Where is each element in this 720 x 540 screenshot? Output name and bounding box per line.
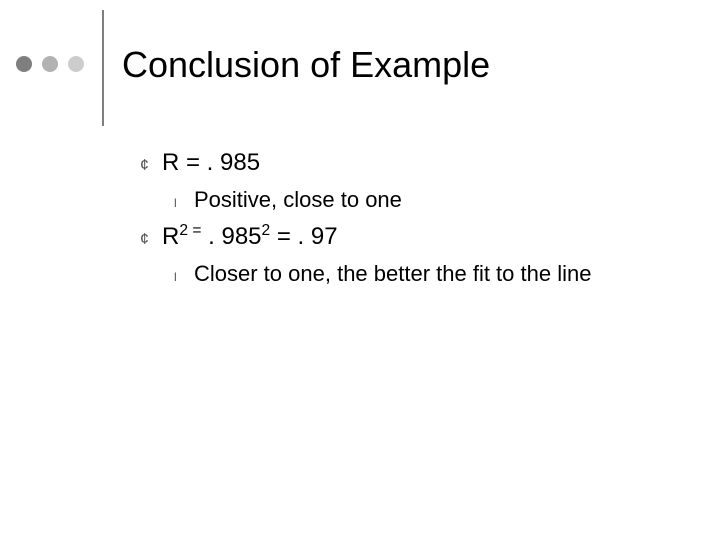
decor-dot-2 [42, 56, 58, 72]
list-subitem: l Closer to one, the better the fit to t… [174, 260, 680, 290]
list-subitem-text: Positive, close to one [194, 186, 402, 214]
decor-dot-1 [16, 56, 32, 72]
slide-body: ¢ R = . 985 l Positive, close to one ¢ R… [140, 142, 680, 296]
list-subitem: l Positive, close to one [174, 186, 680, 216]
decor-dot-3 [68, 56, 84, 72]
list-item: ¢ R = . 985 [140, 148, 680, 180]
slide: Conclusion of Example ¢ R = . 985 l Posi… [0, 0, 720, 540]
list-item-text: R = . 985 [162, 148, 260, 178]
list-item-text: R2 = . 9852 = . 97 [162, 222, 338, 252]
bullet-l2-icon: l [174, 264, 194, 290]
bullet-l1-icon: ¢ [140, 226, 162, 254]
list-subitem-text: Closer to one, the better the fit to the… [194, 260, 591, 288]
slide-title: Conclusion of Example [122, 44, 490, 86]
decor-vertical-rule [102, 10, 104, 126]
bullet-l1-icon: ¢ [140, 152, 162, 180]
bullet-l2-icon: l [174, 190, 194, 216]
list-item: ¢ R2 = . 9852 = . 97 [140, 222, 680, 254]
decor-dots [16, 56, 84, 72]
